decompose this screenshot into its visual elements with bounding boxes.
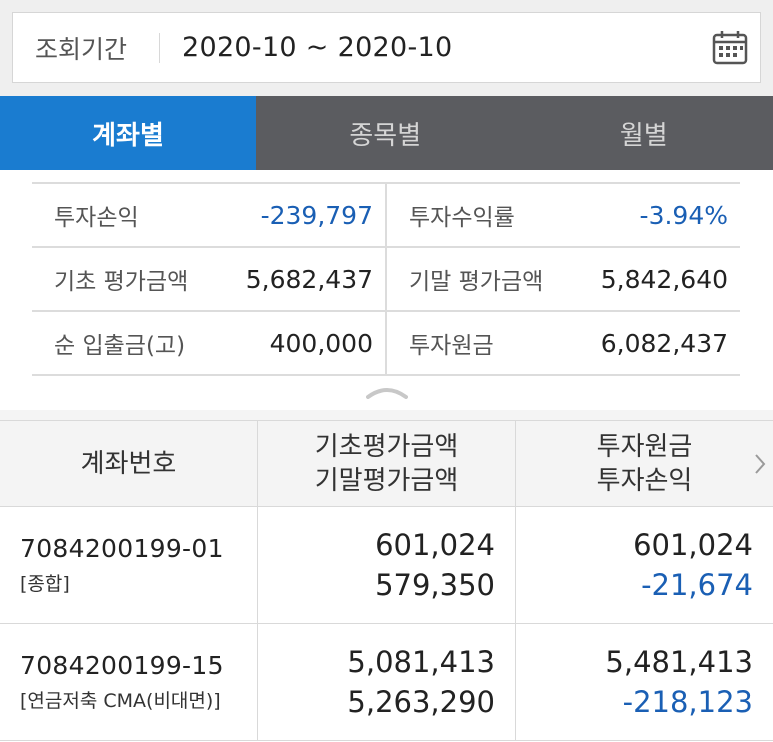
tab-bar: 계좌별 종목별 월별 [0,96,773,170]
principal-value: 601,024 [633,528,753,562]
summary-cell-end-value: 기말 평가금액 5,842,640 [385,248,740,310]
header-label: 투자원금 [596,431,693,462]
profit-value: -21,674 [641,568,753,602]
summary-key: 투자원금 [409,333,494,359]
header-label: 투자손익 [596,465,693,496]
base-value: 601,024 [375,528,495,562]
calendar-icon[interactable] [700,12,760,83]
profit-cell: 5,481,413 -218,123 [515,624,773,740]
header-label: 기초평가금액 [314,431,459,462]
base-value: 5,081,413 [347,645,495,679]
end-value: 5,263,290 [347,685,495,719]
summary-row: 투자손익 -239,797 투자수익률 -3.94% [32,184,740,248]
account-number: 7084200199-01 [20,534,224,563]
summary-cell-net-deposit: 순 입출금(고) 400,000 [32,312,385,374]
summary-row: 순 입출금(고) 400,000 투자원금 6,082,437 [32,312,740,376]
profit-cell: 601,024 -21,674 [515,507,773,623]
summary-panel: 투자손익 -239,797 투자수익률 -3.94% 기초 평가금액 5,682… [0,170,773,410]
summary-grid: 투자손익 -239,797 투자수익률 -3.94% 기초 평가금액 5,682… [32,182,740,376]
table-header: 계좌번호 기초평가금액 기말평가금액 투자원금 투자손익 [0,421,773,507]
summary-key: 기초 평가금액 [54,269,189,295]
header-account-no: 계좌번호 [0,421,257,506]
tab-by-account[interactable]: 계좌별 [0,96,256,170]
summary-cell-profit: 투자손익 -239,797 [32,184,385,246]
header-label: 계좌번호 [80,448,177,479]
account-number: 7084200199-15 [20,651,224,680]
account-type: [종합] [20,573,70,595]
header-values: 기초평가금액 기말평가금액 [257,421,515,506]
principal-value: 5,481,413 [605,645,753,679]
account-cell: 7084200199-15 [연금저축 CMA(비대면)] [0,624,257,740]
account-table: 계좌번호 기초평가금액 기말평가금액 투자원금 투자손익 7084200199-… [0,420,773,742]
period-section: 조회기간 2020-10 ~ 2020-10 [0,0,773,96]
account-type: [연금저축 CMA(비대면)] [20,690,221,712]
account-cell: 7084200199-01 [종합] [0,507,257,623]
period-divider [159,32,160,63]
summary-cell-return-rate: 투자수익률 -3.94% [385,184,740,246]
end-value: 579,350 [375,568,495,602]
summary-value: 5,682,437 [245,264,373,294]
header-label: 기말평가금액 [314,465,459,496]
summary-key: 순 입출금(고) [54,333,186,359]
period-range[interactable]: 2020-10 ~ 2020-10 [182,32,453,63]
period-selector[interactable]: 조회기간 2020-10 ~ 2020-10 [12,12,761,83]
profit-value: -218,123 [622,685,753,719]
chevron-right-icon[interactable] [751,449,769,479]
summary-key: 기말 평가금액 [409,269,544,295]
summary-cell-base-value: 기초 평가금액 5,682,437 [32,248,385,310]
summary-value: -3.94% [639,200,728,230]
period-label: 조회기간 [35,34,128,64]
summary-row: 기초 평가금액 5,682,437 기말 평가금액 5,842,640 [32,248,740,312]
value-cell: 5,081,413 5,263,290 [257,624,515,740]
summary-key: 투자손익 [54,205,139,231]
summary-value: 6,082,437 [600,328,728,358]
table-row[interactable]: 7084200199-01 [종합] 601,024 579,350 601,0… [0,507,773,624]
collapse-chevron-icon[interactable] [366,382,408,402]
value-cell: 601,024 579,350 [257,507,515,623]
header-principal-profit: 투자원금 투자손익 [515,421,773,506]
tab-monthly[interactable]: 월별 [619,120,668,151]
summary-key: 투자수익률 [409,205,515,231]
summary-value: 400,000 [269,328,373,358]
summary-cell-principal: 투자원금 6,082,437 [385,312,740,374]
summary-value: -239,797 [260,200,373,230]
table-row[interactable]: 7084200199-15 [연금저축 CMA(비대면)] 5,081,413 … [0,624,773,741]
tab-by-item[interactable]: 종목별 [349,120,422,151]
summary-value: 5,842,640 [600,264,728,294]
